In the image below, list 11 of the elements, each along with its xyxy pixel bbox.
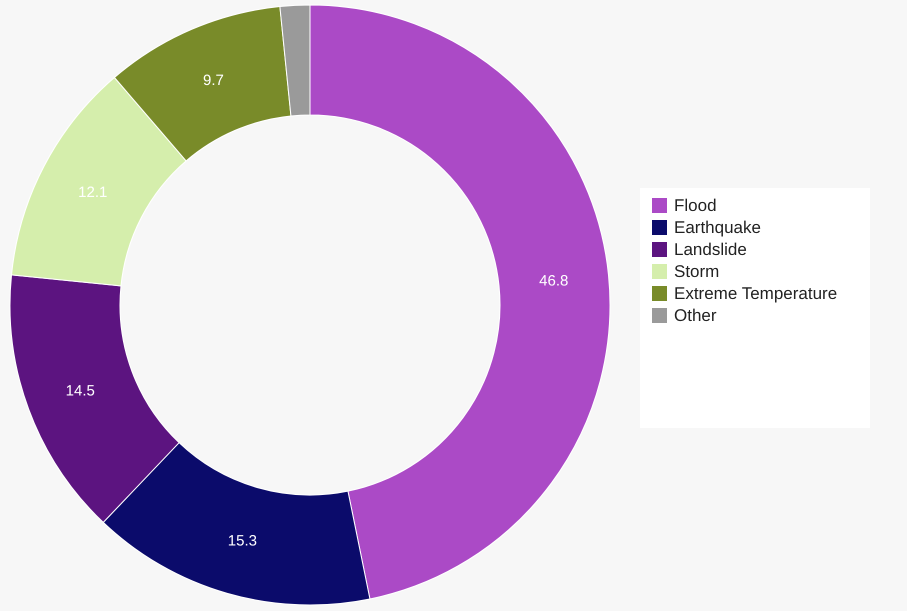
legend-label: Extreme Temperature [674,284,838,303]
data-label: 14.5 [66,382,95,400]
legend-label: Earthquake [674,218,761,237]
legend-label: Other [674,306,717,325]
data-label: 46.8 [539,272,568,290]
legend-label: Flood [674,196,717,215]
data-label: 12.1 [78,184,108,201]
legend-label: Landslide [674,240,747,259]
legend-label: Storm [674,262,720,281]
data-label: 15.3 [228,532,257,550]
data-label: 9.7 [202,72,224,90]
